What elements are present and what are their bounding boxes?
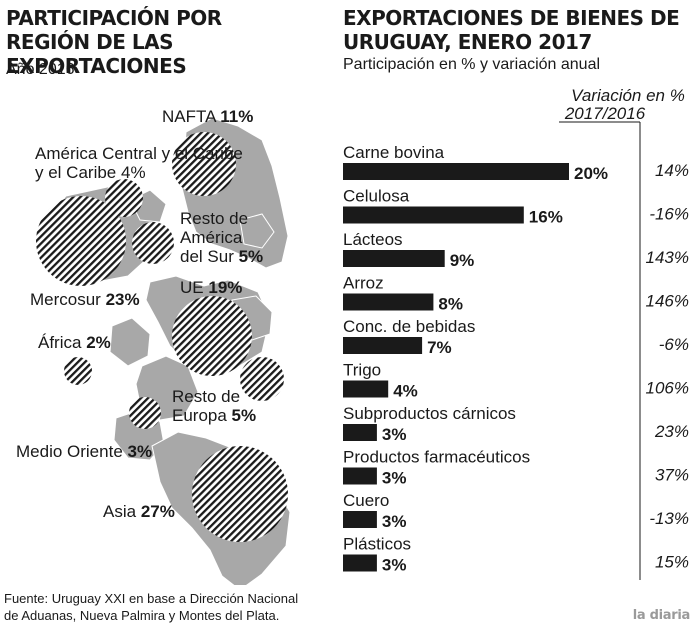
bar-variation-label: 106% bbox=[646, 379, 689, 398]
bubble-nafta bbox=[172, 132, 236, 196]
bar-category-label: Lácteos bbox=[343, 230, 403, 249]
bubble-ue bbox=[172, 296, 252, 376]
bar bbox=[343, 511, 377, 528]
bar bbox=[343, 293, 434, 311]
bubble-africa bbox=[64, 357, 92, 385]
bar-category-label: Conc. de bebidas bbox=[343, 317, 475, 336]
bar-variation-label: 23% bbox=[654, 422, 689, 441]
publisher-logo: la diaria bbox=[632, 608, 691, 623]
bar-value-label: 9% bbox=[450, 251, 475, 270]
label-nafta: NAFTA 11% bbox=[162, 107, 253, 126]
variation-header-line2: 2017/2016 bbox=[564, 104, 646, 123]
source-line-2: de Aduanas, Nueva Palmira y Montes del P… bbox=[4, 608, 280, 623]
bubbles bbox=[36, 132, 288, 542]
map-title: PARTICIPACIÓN POR REGIÓN DE LAS EXPORTAC… bbox=[6, 6, 222, 78]
bar bbox=[343, 206, 524, 224]
bar-value-label: 3% bbox=[382, 512, 407, 531]
bubble-asia bbox=[192, 446, 288, 542]
bar-value-label: 16% bbox=[529, 208, 563, 227]
map-subtitle: Año 2016 bbox=[6, 61, 75, 78]
label-mercosur: Mercosur 23% bbox=[30, 290, 140, 309]
bar bbox=[343, 424, 377, 441]
bubble-america-central bbox=[105, 179, 143, 217]
bar-category-label: Plásticos bbox=[343, 535, 411, 554]
bar-variation-label: -13% bbox=[649, 509, 689, 528]
bar-variation-label: -6% bbox=[659, 335, 689, 354]
bar-variation-label: 143% bbox=[646, 248, 689, 267]
region-labels: NAFTA 11% América Central y el Caribe y … bbox=[16, 107, 263, 521]
bar-category-label: Arroz bbox=[343, 274, 384, 293]
bars-title: EXPORTACIONES DE BIENES DE URUGUAY, ENER… bbox=[343, 6, 680, 54]
source-note: Fuente: Uruguay XXI en base a Dirección … bbox=[4, 590, 298, 624]
bar-category-label: Cuero bbox=[343, 491, 389, 510]
bar-value-label: 20% bbox=[574, 164, 608, 183]
bar-variation-label: 146% bbox=[646, 292, 689, 311]
bar bbox=[343, 467, 377, 485]
label-ue: UE 19% bbox=[180, 278, 242, 297]
bubble-medio-oriente bbox=[129, 397, 161, 429]
bar bbox=[343, 380, 389, 398]
bar-category-label: Carne bovina bbox=[343, 143, 445, 162]
region-map: NAFTA 11% América Central y el Caribe y … bbox=[16, 107, 291, 585]
variation-header: Variación en % 2017/2016 bbox=[564, 86, 685, 123]
bar-variation-label: 14% bbox=[655, 161, 689, 180]
bubble-resto-europa bbox=[240, 357, 284, 401]
bar-value-label: 3% bbox=[382, 469, 407, 488]
variation-header-line1: Variación en % bbox=[571, 86, 685, 105]
label-resto-europa-l1: Resto de bbox=[172, 387, 240, 406]
bar bbox=[343, 250, 445, 267]
label-america-central-value: y el Caribe 4% bbox=[35, 163, 146, 182]
bubble-resto-america-sur bbox=[132, 222, 174, 264]
bar-category-label: Celulosa bbox=[343, 187, 410, 206]
label-resto-europa-l2: Europa 5% bbox=[172, 406, 256, 425]
bar bbox=[343, 163, 569, 180]
label-asia: Asia 27% bbox=[103, 502, 175, 521]
bar bbox=[343, 337, 423, 354]
bars-group: Carne bovina 20% 14% Celulosa 16% -16% Lácteos… bbox=[343, 143, 689, 575]
label-africa: África 2% bbox=[38, 333, 111, 352]
bar-category-label: Productos farmacéuticos bbox=[343, 448, 530, 467]
bar-value-label: 3% bbox=[382, 425, 407, 444]
bar-category-label: Trigo bbox=[343, 361, 381, 380]
bar-variation-label: -16% bbox=[649, 205, 689, 224]
bar-variation-label: 37% bbox=[655, 466, 689, 485]
exports-bar-chart: Variación en % 2017/2016 Carne bovina 20%… bbox=[343, 86, 689, 580]
label-resto-america-sur-l2: América bbox=[180, 228, 243, 247]
bar-value-label: 4% bbox=[393, 382, 418, 401]
label-medio-oriente: Medio Oriente 3% bbox=[16, 442, 152, 461]
bar-variation-label: 15% bbox=[655, 553, 689, 572]
label-resto-america-sur-l3: del Sur 5% bbox=[180, 247, 263, 266]
bars-subtitle: Participación en % y variación anual bbox=[343, 56, 601, 73]
bubble-mercosur bbox=[36, 196, 126, 286]
label-resto-america-sur-l1: Resto de bbox=[180, 209, 248, 228]
bar bbox=[343, 554, 377, 572]
bar-category-label: Subproductos cárnicos bbox=[343, 404, 516, 423]
bar-value-label: 8% bbox=[438, 295, 463, 314]
bar-value-label: 3% bbox=[382, 556, 407, 575]
bar-value-label: 7% bbox=[427, 338, 452, 357]
label-america-central: América Central y el Caribe bbox=[35, 144, 243, 163]
source-line-1: Fuente: Uruguay XXI en base a Dirección … bbox=[4, 591, 299, 606]
